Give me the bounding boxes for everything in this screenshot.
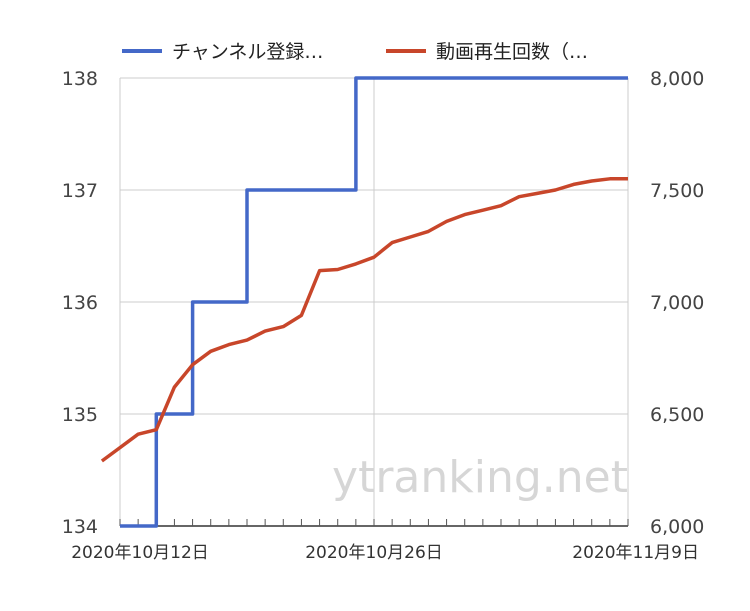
- y-right-tick-label: 6,500: [650, 404, 704, 426]
- series-group: [100, 76, 628, 528]
- x-tick-label: 2020年10月26日: [305, 543, 443, 563]
- legend-label-views: 動画再生回数（…: [436, 41, 588, 63]
- x-tick-label: 2020年10月12日: [71, 543, 209, 563]
- y-right-tick-label: 7,500: [650, 180, 704, 202]
- legend: チャンネル登録… 動画再生回数（…: [122, 41, 588, 63]
- y-left-tick-label: 135: [62, 404, 98, 426]
- y-right-tick-label: 7,000: [650, 292, 704, 314]
- y-left-tick-label: 138: [62, 68, 98, 90]
- watermark: ytranking.net: [332, 452, 628, 503]
- x-tick-label: 2020年11月9日: [572, 543, 699, 563]
- series-line-subscribers: [120, 76, 628, 528]
- y-right-tick-label: 6,000: [650, 516, 704, 538]
- y-left-tick-label: 134: [62, 516, 98, 538]
- y-right-tick-label: 8,000: [650, 68, 704, 90]
- y-left-tick-label: 136: [62, 292, 98, 314]
- y-left-tick-label: 137: [62, 180, 98, 202]
- axes: 134 135 136 137 138 6,000 6,500 7,000 7,500 8,000…: [62, 68, 705, 563]
- legend-label-subscribers: チャンネル登録…: [172, 41, 323, 63]
- series-line-views: [100, 177, 628, 463]
